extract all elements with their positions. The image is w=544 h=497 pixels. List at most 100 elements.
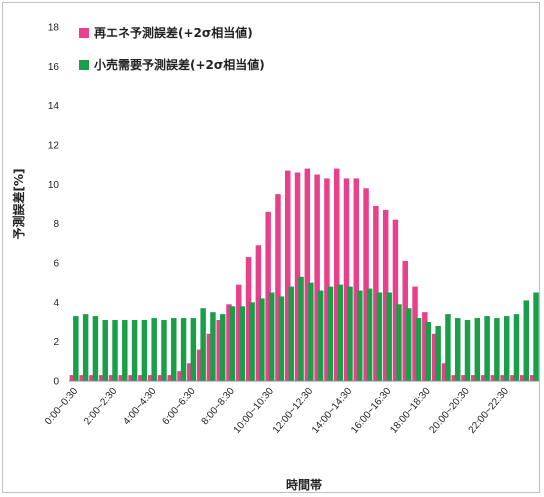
- bar-retail-demand-26: [327, 286, 334, 381]
- x-tick-label: 4:00~4:30: [121, 386, 158, 428]
- bar-renewable-35: [412, 286, 418, 381]
- bar-retail-demand-24: [308, 282, 314, 381]
- bar-renewable-4: [108, 375, 115, 381]
- bar-renewable-38: [441, 363, 448, 381]
- legend: 再エネ予測誤差(+2σ相当値) 小売需要予測誤差(+2σ相当値): [79, 25, 265, 72]
- bar-retail-demand-21: [278, 296, 285, 381]
- bar-retail-demand-32: [386, 292, 392, 381]
- bar-retail-demand-9: [161, 320, 167, 381]
- bar-renewable-11: [177, 371, 183, 381]
- bar-renewable-43: [490, 375, 497, 381]
- plot-marks: [69, 168, 539, 381]
- legend-label-renewable: 再エネ予測誤差(+2σ相当値): [94, 25, 253, 40]
- bar-renewable-22: [285, 170, 291, 381]
- bar-renewable-34: [402, 261, 408, 381]
- bar-retail-demand-46: [523, 300, 530, 381]
- bar-retail-demand-1: [82, 314, 89, 381]
- bar-renewable-42: [480, 375, 487, 381]
- x-axis-title: 時間帯: [286, 477, 322, 492]
- bar-retail-demand-37: [435, 325, 441, 381]
- bar-retail-demand-43: [494, 318, 500, 381]
- bar-retail-demand-18: [249, 302, 255, 381]
- bar-retail-demand-20: [268, 292, 275, 381]
- bar-renewable-14: [206, 333, 213, 381]
- bar-renewable-33: [392, 219, 399, 381]
- bar-renewable-9: [157, 375, 164, 381]
- bar-retail-demand-23: [298, 276, 304, 381]
- bar-renewable-1: [79, 375, 85, 381]
- y-axis-ticks: 0 2 4 6 8 10 12 14 16 18: [48, 23, 60, 388]
- y-tick-label: 0: [53, 377, 59, 388]
- bar-retail-demand-30: [366, 288, 373, 381]
- x-tick-label: 22:00~22:30: [467, 386, 512, 436]
- bar-retail-demand-33: [396, 304, 402, 381]
- bar-retail-demand-39: [454, 318, 461, 381]
- bar-retail-demand-31: [376, 292, 383, 381]
- bar-renewable-44: [500, 375, 506, 381]
- bar-retail-demand-38: [445, 314, 451, 381]
- bar-renewable-21: [275, 194, 281, 381]
- bar-retail-demand-14: [210, 312, 216, 381]
- x-tick-label: 12:00~12:30: [271, 386, 316, 436]
- y-tick-label: 2: [53, 337, 59, 348]
- y-tick-label: 12: [48, 141, 60, 152]
- bar-renewable-20: [265, 211, 271, 381]
- bar-retail-demand-35: [415, 318, 422, 381]
- bar-renewable-18: [245, 257, 252, 381]
- x-tick-label: 18:00~18:30: [388, 386, 433, 436]
- bar-retail-demand-5: [122, 320, 128, 381]
- bar-retail-demand-29: [357, 290, 363, 381]
- bar-retail-demand-15: [219, 314, 226, 381]
- bar-renewable-30: [363, 188, 369, 381]
- bar-retail-demand-34: [406, 308, 412, 381]
- bar-retail-demand-22: [288, 286, 295, 381]
- bar-renewable-3: [98, 375, 105, 381]
- bar-retail-demand-8: [151, 318, 157, 381]
- bar-renewable-6: [128, 375, 134, 381]
- y-tick-label: 6: [53, 259, 59, 270]
- bar-renewable-45: [510, 375, 516, 381]
- bar-renewable-13: [196, 349, 203, 381]
- x-tick-label: 16:00~16:30: [349, 386, 394, 436]
- bar-renewable-19: [255, 245, 262, 381]
- bar-retail-demand-11: [180, 318, 187, 381]
- bar-retail-demand-2: [92, 316, 99, 381]
- bar-retail-demand-47: [533, 292, 539, 381]
- bar-renewable-27: [333, 168, 340, 381]
- bar-retail-demand-16: [229, 306, 236, 381]
- bar-renewable-37: [431, 333, 438, 381]
- y-tick-label: 4: [53, 298, 59, 309]
- bar-renewable-24: [304, 168, 311, 381]
- legend-swatch-renewable: [79, 28, 89, 38]
- bar-renewable-46: [520, 375, 526, 381]
- y-axis-title: 予測誤差[%]: [11, 169, 26, 240]
- bar-retail-demand-6: [131, 320, 138, 381]
- bar-renewable-7: [138, 375, 144, 381]
- bar-retail-demand-19: [259, 298, 265, 381]
- bar-renewable-0: [69, 375, 76, 381]
- bar-renewable-15: [216, 320, 222, 381]
- bar-retail-demand-17: [239, 306, 246, 381]
- bar-renewable-25: [314, 174, 320, 381]
- x-tick-label: 2:00~2:30: [82, 386, 119, 428]
- bar-retail-demand-12: [190, 318, 197, 381]
- bar-renewable-2: [89, 375, 95, 381]
- bar-renewable-10: [167, 375, 173, 381]
- x-tick-label: 20:00~20:30: [428, 386, 473, 436]
- x-tick-label: 0:00~0:30: [43, 386, 80, 428]
- y-tick-label: 14: [48, 101, 60, 112]
- bar-retail-demand-27: [337, 284, 343, 381]
- bar-retail-demand-10: [171, 318, 177, 381]
- bar-retail-demand-40: [464, 320, 471, 381]
- bar-renewable-31: [373, 205, 379, 381]
- bar-renewable-17: [236, 284, 242, 381]
- x-axis-ticks: 0:00~0:30 2:00~2:30 4:00~4:30 6:00~6:30 8:00…: [43, 386, 511, 436]
- bar-renewable-8: [147, 375, 154, 381]
- bar-retail-demand-25: [317, 290, 324, 381]
- bar-renewable-41: [471, 375, 477, 381]
- x-tick-label: 14:00~14:30: [310, 386, 355, 436]
- y-tick-label: 16: [48, 62, 60, 73]
- bar-renewable-47: [529, 375, 536, 381]
- y-tick-label: 8: [53, 219, 59, 230]
- x-tick-label: 6:00~6:30: [160, 386, 197, 428]
